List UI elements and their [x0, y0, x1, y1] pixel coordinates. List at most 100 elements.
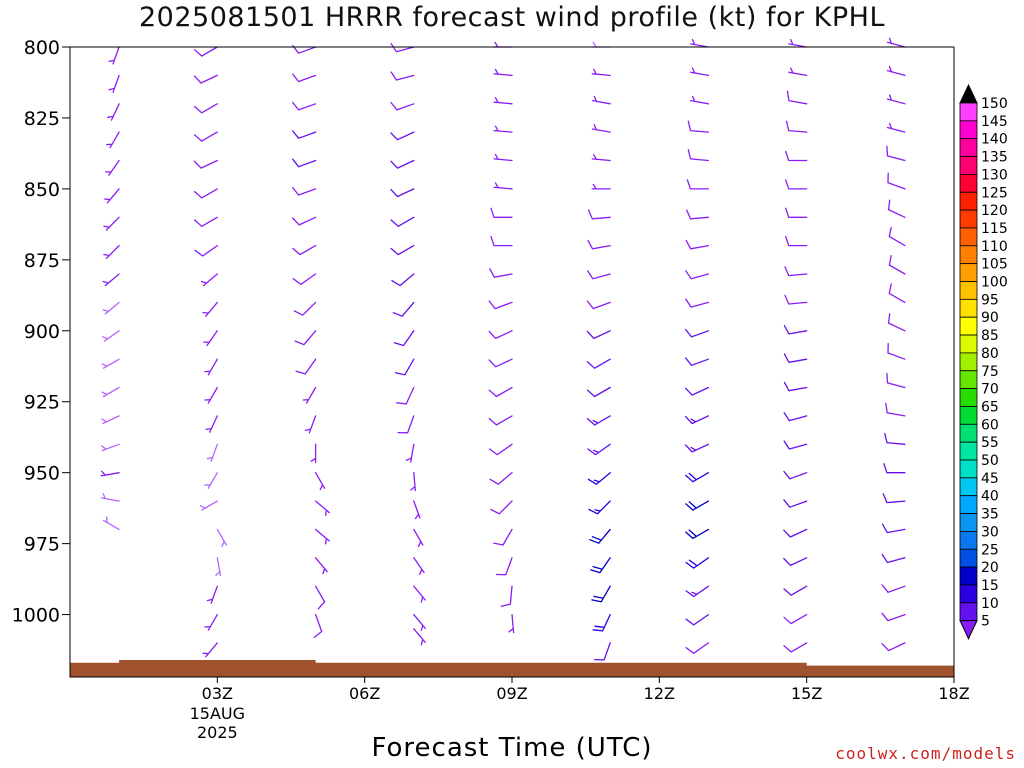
wind-barb	[690, 38, 710, 48]
wind-barb	[591, 153, 611, 162]
barb-path	[413, 585, 426, 603]
barb-path	[106, 131, 120, 149]
wind-barb	[884, 432, 906, 445]
wind-barb	[685, 239, 710, 250]
wind-barb	[589, 528, 611, 544]
wind-barb	[886, 94, 906, 105]
colorbar-box	[959, 388, 978, 407]
wind-barb	[783, 528, 808, 538]
wind-barb	[102, 516, 120, 531]
colorbar-under-triangle	[959, 620, 978, 640]
wind-barb	[100, 493, 120, 502]
barb-path	[788, 38, 808, 48]
barb-path	[886, 37, 906, 48]
barb-path	[493, 182, 513, 190]
barb-path	[488, 443, 513, 456]
colorbar-label: 125	[981, 185, 1008, 201]
wind-barb	[302, 386, 317, 404]
wind-barb	[204, 472, 218, 489]
wind-barb	[314, 528, 330, 545]
barb-path	[881, 612, 906, 622]
barb-path	[292, 73, 317, 83]
wind-barb	[687, 120, 710, 133]
wind-barb	[390, 216, 415, 227]
colorbar-label: 20	[981, 560, 999, 576]
wind-barb	[397, 415, 415, 434]
barb-path	[194, 244, 218, 257]
colorbar-box	[959, 245, 978, 265]
barb-path	[881, 584, 906, 593]
barb-path	[391, 273, 415, 287]
colorbar-box	[959, 227, 978, 247]
colorbar-label: 25	[981, 542, 999, 558]
barb-path	[587, 472, 611, 485]
barb-path	[783, 642, 808, 653]
wind-barb	[413, 628, 426, 646]
wind-barb	[292, 273, 317, 286]
barb-path	[881, 523, 906, 534]
wind-barb	[685, 642, 710, 654]
wind-barb	[493, 528, 513, 546]
barb-path	[493, 68, 513, 77]
wind-barb	[783, 642, 808, 653]
wind-barb	[205, 415, 218, 433]
barb-path	[193, 216, 218, 227]
x-tick-label: 09Z	[496, 684, 527, 703]
colorbar-label: 95	[981, 292, 999, 308]
barb-path	[313, 613, 323, 639]
barb-path	[784, 266, 808, 277]
wind-barb	[591, 95, 611, 105]
barb-path	[102, 301, 120, 315]
wind-barb	[493, 125, 513, 133]
colorbar-box	[959, 548, 978, 568]
wind-barb	[586, 386, 611, 398]
barb-path	[888, 255, 906, 275]
barb-path	[100, 443, 120, 452]
wind-barb	[390, 43, 415, 53]
barb-path	[885, 402, 906, 417]
wind-barb	[493, 153, 513, 162]
barb-path	[686, 209, 710, 220]
colorbar-box	[959, 298, 978, 318]
wind-barb	[493, 68, 513, 77]
barb-path	[314, 557, 328, 575]
barb-path	[413, 500, 421, 520]
barb-path	[587, 239, 611, 250]
colorbar-label: 135	[981, 150, 1008, 166]
wind-barb	[881, 612, 906, 622]
barb-path	[488, 358, 513, 368]
barb-path	[292, 130, 317, 139]
wind-barb	[193, 188, 218, 199]
wind-barb	[215, 557, 222, 577]
x-tick-label: 03Z	[202, 684, 233, 703]
barb-path	[881, 642, 906, 652]
wind-barb	[193, 216, 218, 227]
wind-barb	[886, 65, 906, 77]
colorbar-box	[959, 138, 978, 157]
wind-barb	[488, 386, 513, 398]
barb-path	[493, 125, 513, 133]
barb-path	[586, 358, 611, 369]
barb-path	[193, 74, 218, 84]
barb-path	[410, 472, 416, 492]
barb-path	[495, 557, 513, 576]
barb-path	[103, 244, 120, 260]
plot-frame	[69, 46, 955, 678]
wind-barb	[490, 207, 513, 218]
barb-path	[591, 153, 611, 162]
wind-barb	[101, 415, 120, 425]
barb-path	[589, 528, 611, 544]
wind-barb	[783, 613, 808, 625]
barb-path	[394, 358, 415, 376]
wind-barb	[684, 386, 710, 396]
wind-barb	[200, 273, 218, 287]
y-tick-label: 850	[24, 179, 60, 201]
x-tick-label: 18Z	[938, 684, 969, 703]
colorbar-label: 70	[981, 382, 999, 398]
y-tick-label: 800	[24, 37, 60, 59]
barb-path	[687, 149, 710, 162]
wind-barb	[687, 149, 710, 162]
barb-path	[884, 432, 906, 445]
wind-barb	[783, 470, 808, 480]
barb-path	[490, 207, 513, 218]
